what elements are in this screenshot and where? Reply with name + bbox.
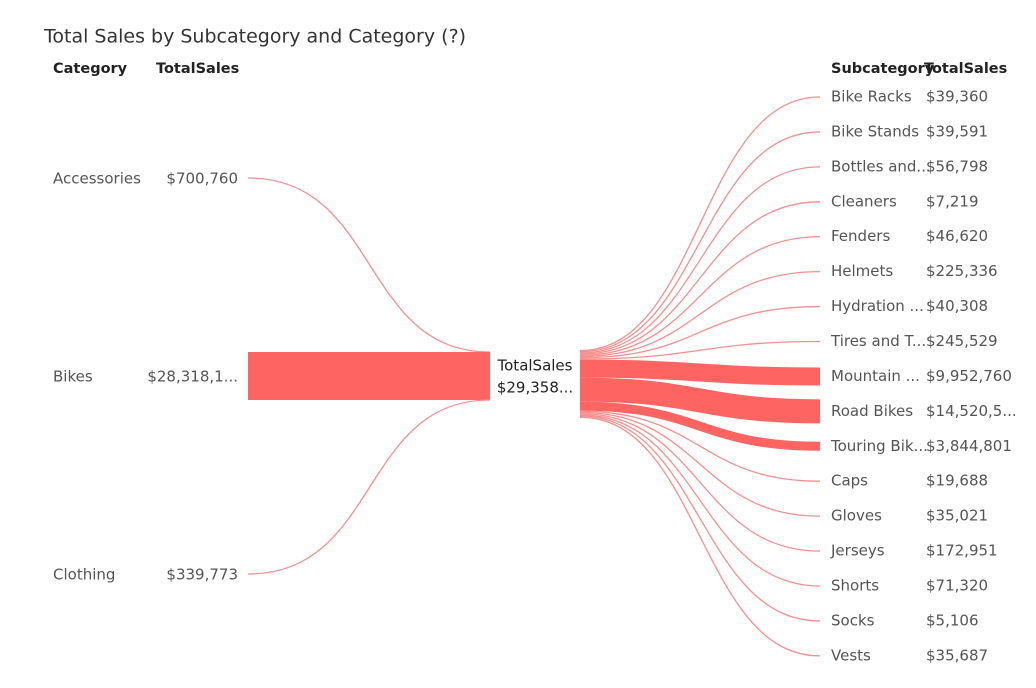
row-value: $9,952,760	[926, 367, 1012, 385]
link	[579, 377, 821, 424]
row-label: Clothing	[53, 566, 115, 584]
center-value: $29,358...	[497, 379, 573, 397]
link	[579, 166, 821, 354]
row-value: $56,798	[926, 157, 988, 175]
column-header: Subcategory	[831, 61, 935, 77]
row-label: Vests	[831, 646, 871, 664]
row-label: Caps	[831, 472, 868, 490]
link	[248, 352, 490, 400]
column-header: TotalSales	[156, 61, 239, 77]
row-value: $7,219	[926, 192, 979, 210]
link	[579, 340, 821, 360]
link	[579, 412, 821, 552]
column-header: TotalSales	[924, 61, 1007, 77]
row-value: $3,844,801	[926, 437, 1012, 455]
link	[247, 399, 491, 575]
row-label: Helmets	[831, 262, 893, 280]
link	[579, 411, 821, 517]
row-label: Bike Stands	[831, 122, 919, 140]
row-label: Touring Bik...	[830, 437, 928, 455]
link	[579, 415, 821, 622]
link	[579, 305, 821, 359]
column-header: Category	[53, 61, 128, 77]
link	[579, 131, 821, 353]
visual-title: Total Sales by Subcategory and Category …	[43, 26, 466, 48]
row-label: Accessories	[53, 170, 141, 188]
center-label: TotalSales	[497, 357, 573, 375]
link	[579, 96, 821, 352]
row-label: Hydration ...	[831, 297, 924, 315]
row-label: Cleaners	[831, 192, 897, 210]
link	[579, 201, 821, 355]
row-value: $245,529	[926, 332, 998, 350]
row-label: Bikes	[53, 368, 93, 386]
row-label: Fenders	[831, 227, 890, 245]
link	[579, 410, 821, 482]
row-label: Bike Racks	[831, 88, 912, 106]
row-value: $39,360	[926, 88, 988, 106]
row-label: Tires and T...	[830, 332, 926, 350]
row-value: $39,591	[926, 122, 988, 140]
row-value: $28,318,1...	[147, 368, 238, 386]
row-label: Jerseys	[830, 542, 885, 560]
row-value: $71,320	[926, 577, 988, 595]
link	[247, 177, 491, 353]
row-value: $19,688	[926, 472, 988, 490]
link	[579, 271, 821, 358]
row-label: Mountain ...	[831, 367, 920, 385]
row-label: Bottles and...	[831, 157, 931, 175]
row-value: $40,308	[926, 297, 988, 315]
row-value: $339,773	[166, 566, 238, 584]
row-label: Gloves	[831, 507, 882, 525]
row-value: $35,021	[926, 507, 988, 525]
link	[579, 416, 821, 657]
row-value: $225,336	[926, 262, 998, 280]
link	[579, 236, 821, 357]
row-value: $172,951	[926, 542, 998, 560]
row-value: $5,106	[926, 611, 979, 629]
row-value: $700,760	[166, 170, 238, 188]
row-label: Road Bikes	[831, 402, 913, 420]
row-value: $46,620	[926, 227, 988, 245]
link	[579, 414, 821, 587]
row-label: Shorts	[831, 577, 879, 595]
row-label: Socks	[831, 611, 875, 629]
row-value: $14,520,5...	[926, 402, 1017, 420]
link	[579, 401, 821, 451]
link	[579, 359, 821, 386]
row-value: $35,687	[926, 646, 988, 664]
